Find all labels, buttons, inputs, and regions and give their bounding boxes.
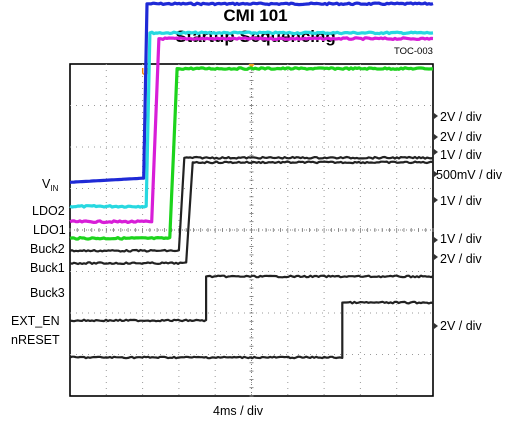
channel-pointer: [434, 237, 438, 243]
time-scale-label: 4ms / div: [213, 404, 264, 418]
trace-buck2: [69, 66, 433, 241]
label-buck1: Buck1: [30, 261, 65, 275]
label-buck2: Buck2: [30, 242, 65, 256]
scale-buck3b: 2V / div: [440, 252, 482, 266]
label-ldo1: LDO1: [33, 223, 66, 237]
trace-buck1: [69, 155, 434, 253]
scale-reset: 2V / div: [440, 319, 482, 333]
channel-pointer: [434, 254, 438, 260]
channel-pointer: [434, 323, 438, 329]
label-nreset: nRESET: [11, 333, 60, 347]
trace-vin: [69, 1, 434, 184]
trace-ldo2: [69, 30, 434, 209]
trace-buck3: [69, 160, 434, 266]
channel-pointer: [434, 113, 438, 119]
chart-title: CMI 101: [223, 6, 288, 25]
scale-vin: 2V / div: [440, 110, 482, 124]
label-ext-en: EXT_EN: [11, 314, 60, 328]
label-ldo2: LDO2: [32, 204, 65, 218]
trace-ldo1: [69, 36, 434, 225]
scale-buck2: 500mV / div: [436, 168, 503, 182]
scale-buck3: 1V / div: [440, 232, 482, 246]
scale-ldo1: 1V / div: [440, 148, 482, 162]
label-buck3: Buck3: [30, 286, 65, 300]
channel-pointer: [434, 197, 438, 203]
scale-ldo2: 2V / div: [440, 130, 482, 144]
trace-ext-en: [69, 274, 434, 323]
trace-nreset: [69, 300, 434, 360]
channel-pointer: [434, 134, 438, 140]
label-vin: VIN: [42, 177, 59, 193]
figure-id-label: TOC-003: [394, 46, 433, 57]
scale-buck1: 1V / div: [440, 194, 482, 208]
channel-pointer: [434, 171, 438, 177]
channel-pointer: [434, 149, 438, 155]
